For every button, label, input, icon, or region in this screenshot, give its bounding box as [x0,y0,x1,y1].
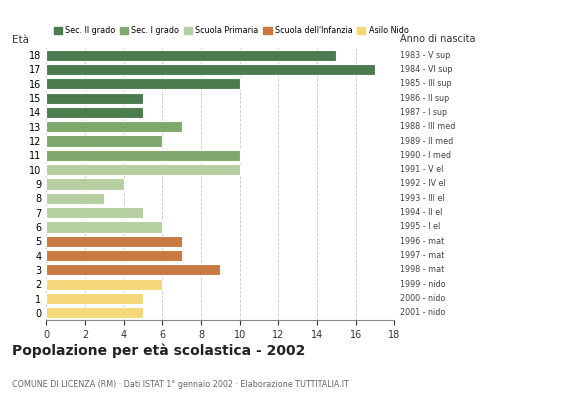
Text: 1992 - IV el: 1992 - IV el [400,180,446,188]
Bar [46,221,162,232]
Text: 1983 - V sup: 1983 - V sup [400,51,451,60]
Text: 1995 - I el: 1995 - I el [400,222,440,232]
Text: 1988 - III med: 1988 - III med [400,122,455,131]
Bar [46,279,162,290]
Text: 1996 - mat: 1996 - mat [400,237,444,246]
Text: 1989 - II med: 1989 - II med [400,136,454,146]
Text: 1993 - III el: 1993 - III el [400,194,445,203]
Bar [46,236,182,247]
Bar [46,107,143,118]
Bar [46,250,182,261]
Text: 1999 - nido: 1999 - nido [400,280,446,289]
Bar [46,136,162,147]
Bar [46,64,375,75]
Bar [46,164,240,175]
Text: 1997 - mat: 1997 - mat [400,251,445,260]
Legend: Sec. II grado, Sec. I grado, Scuola Primaria, Scuola dell'Infanzia, Asilo Nido: Sec. II grado, Sec. I grado, Scuola Prim… [50,23,412,38]
Text: 1985 - III sup: 1985 - III sup [400,79,452,88]
Bar [46,307,143,318]
Text: Popolazione per età scolastica - 2002: Popolazione per età scolastica - 2002 [12,344,305,358]
Text: 1991 - V el: 1991 - V el [400,165,444,174]
Text: 1990 - I med: 1990 - I med [400,151,451,160]
Bar [46,207,143,218]
Bar [46,50,336,61]
Text: 1998 - mat: 1998 - mat [400,265,444,274]
Bar [46,178,124,190]
Bar [46,121,182,132]
Text: 1986 - II sup: 1986 - II sup [400,94,450,103]
Bar [46,264,220,276]
Text: 2001 - nido: 2001 - nido [400,308,445,317]
Text: 1987 - I sup: 1987 - I sup [400,108,447,117]
Bar [46,78,240,89]
Text: COMUNE DI LICENZA (RM) · Dati ISTAT 1° gennaio 2002 · Elaborazione TUTTITALIA.IT: COMUNE DI LICENZA (RM) · Dati ISTAT 1° g… [12,380,349,389]
Bar [46,150,240,161]
Text: 2000 - nido: 2000 - nido [400,294,445,303]
Bar [46,92,143,104]
Text: 1984 - VI sup: 1984 - VI sup [400,65,453,74]
Bar [46,193,104,204]
Text: Età: Età [12,35,28,45]
Text: 1994 - II el: 1994 - II el [400,208,443,217]
Text: Anno di nascita: Anno di nascita [400,34,476,44]
Bar [46,293,143,304]
